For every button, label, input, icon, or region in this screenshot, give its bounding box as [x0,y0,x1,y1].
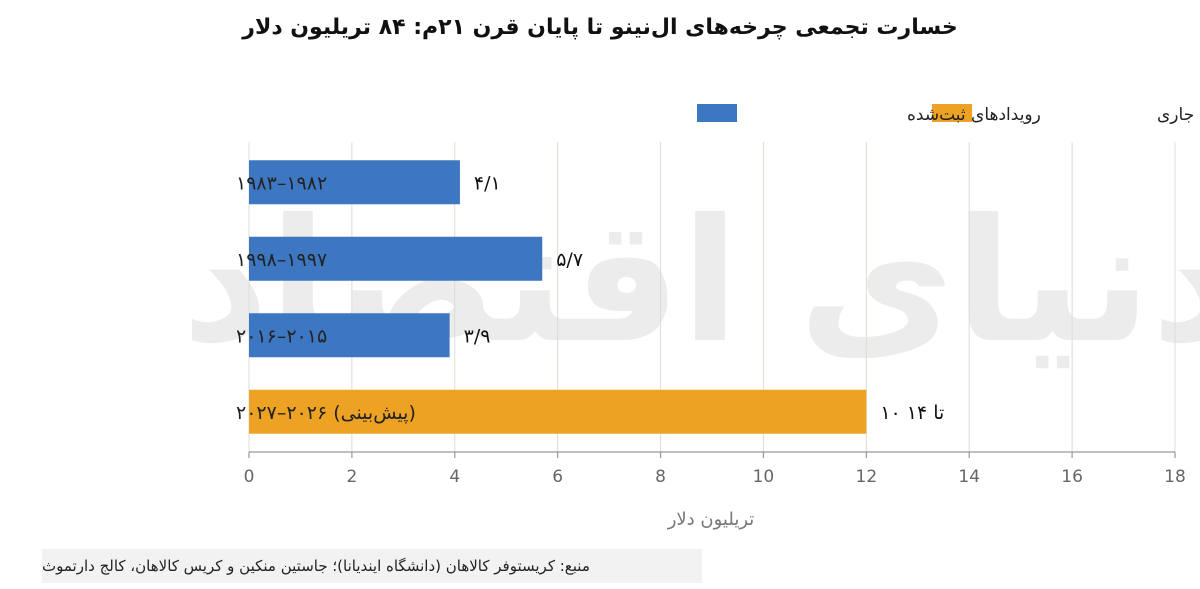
tick-label: 6 [552,467,563,487]
bar [249,313,450,358]
tick-label: 2 [346,467,357,487]
value-label: ۱۰ تا ۱۴ [880,402,944,424]
bar [249,236,543,281]
x-axis-title: تریلیون دلار [667,509,755,530]
tick-label: 8 [655,467,666,487]
value-label: ۳/۹ [464,325,491,347]
category-label: ۱۹۹۷–۱۹۹۸ [236,249,327,271]
tick-label: 16 [1061,467,1083,487]
source-text: منبع: کریستوفر کالاهان (دانشگاه ایندیانا… [42,557,590,575]
x-axis-ticks: 0 2 4 6 8 10 12 14 16 18 [244,452,1186,487]
category-label: (پیش‌بینی) ۲۰۲۶–۲۰۲۷ [236,402,416,424]
value-label: ۴/۱ [474,172,501,194]
legend: پیش‌بینی رویداد جاری رویدادهای ثبت‌شده [697,104,1200,125]
value-labels: ۴/۱ ۵/۷ ۳/۹ ۱۰ تا ۱۴ [464,172,945,424]
source-note: منبع: کریستوفر کالاهان (دانشگاه ایندیانا… [42,549,702,583]
bar [249,160,460,205]
category-label: ۲۰۱۵–۲۰۱۶ [236,325,327,347]
bar [249,389,867,434]
bars [249,160,867,434]
chart-title: خسارت تجمعی چرخه‌های ال‌نینو تا پایان قر… [241,15,957,40]
tick-label: 18 [1164,467,1186,487]
category-labels: ۱۹۸۲–۱۹۸۳ ۱۹۹۷–۱۹۹۸ ۲۰۱۵–۲۰۱۶ (پیش‌بینی) ۲۰… [236,172,416,424]
legend-label-forecast: پیش‌بینی رویداد جاری [1157,105,1200,125]
tick-label: 4 [449,467,460,487]
value-label: ۵/۷ [556,249,583,271]
legend-swatch-forecast [932,104,972,122]
legend-swatch-recorded [697,104,737,122]
chart: دنیای اقتصاد خسارت تجمعی چرخه‌های ال‌نین… [182,15,1200,530]
tick-label: 12 [856,467,878,487]
tick-label: 14 [958,467,980,487]
tick-label: 10 [753,467,775,487]
legend-label-recorded: رویدادهای ثبت‌شده [907,105,1041,125]
category-label: ۱۹۸۲–۱۹۸۳ [236,172,327,194]
tick-label: 0 [244,467,255,487]
